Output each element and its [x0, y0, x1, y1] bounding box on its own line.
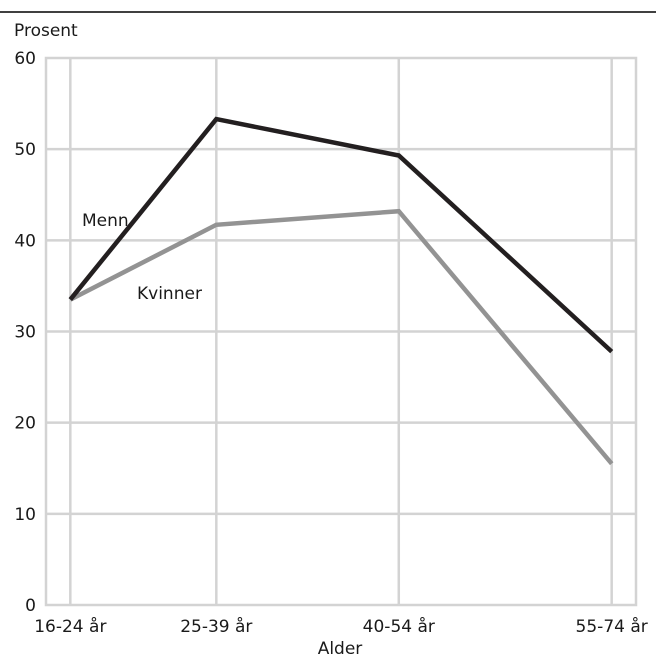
x-axis-label: Alder [318, 639, 363, 659]
series-line-menn [68, 116, 614, 354]
series-line-kvinner [69, 208, 614, 466]
x-tick-label: 25-39 år [180, 616, 252, 637]
y-tick-label: 30 [14, 323, 36, 343]
x-tick-label: 40-54 år [363, 616, 435, 637]
y-tick-label: 10 [14, 505, 36, 525]
series-layer [68, 116, 614, 466]
y-tick-label: 20 [14, 414, 36, 434]
y-tick-label: 40 [14, 231, 36, 251]
y-tick-label: 50 [14, 140, 36, 160]
grid [44, 56, 638, 607]
y-tick-label: 60 [14, 49, 36, 69]
series-label-menn: Menn [82, 211, 129, 231]
y-tick-label: 0 [25, 596, 36, 616]
y-axis-label: Prosent [14, 21, 78, 41]
x-tick-label: 55-74 år [576, 616, 648, 637]
tick-labels: 0 10 20 30 40 50 60 16-24 år 25-39 år 40-54 år 55-… [14, 49, 647, 637]
series-label-kvinner: Kvinner [137, 284, 202, 304]
x-tick-label: 16-24 år [34, 616, 106, 637]
